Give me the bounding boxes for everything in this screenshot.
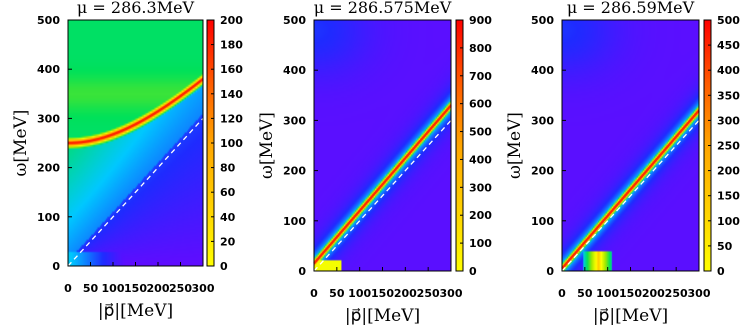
y-tick-label: 0 bbox=[298, 265, 306, 278]
colorbar-tick-label: 200 bbox=[717, 165, 740, 178]
colorbar-tick-label: 800 bbox=[469, 42, 492, 55]
colorbar-tick-label: 200 bbox=[469, 209, 492, 222]
colorbar-gradient bbox=[455, 19, 464, 272]
y-tick-label: 300 bbox=[531, 114, 554, 127]
y-axis-label: ω[MeV] bbox=[11, 110, 31, 177]
x-tick-label: 0 bbox=[64, 282, 72, 295]
colorbar-tick-label: 250 bbox=[717, 140, 740, 153]
x-tick-label: 100 bbox=[596, 287, 619, 300]
y-axis-label: ω[MeV] bbox=[257, 112, 277, 179]
colorbar-tick-label: 180 bbox=[220, 39, 243, 52]
colorbar: 0 20 40 60 80 100 120 140 160 180 200 bbox=[206, 14, 243, 273]
colorbar-tick-label: 40 bbox=[220, 211, 236, 224]
light-cone-line bbox=[67, 117, 204, 267]
y-tick-label: 0 bbox=[546, 265, 554, 278]
x-tick-label: 200 bbox=[394, 287, 417, 300]
light-cone-line bbox=[313, 119, 452, 272]
x-tick-label: 250 bbox=[169, 282, 192, 295]
colorbar-tick-label: 450 bbox=[717, 39, 740, 52]
x-tick-label: 200 bbox=[642, 287, 665, 300]
heatmap-image bbox=[314, 20, 451, 271]
colorbar-tick-label: 60 bbox=[220, 186, 236, 199]
panel-title: μ = 286.59MeV bbox=[567, 0, 695, 17]
x-tick-label: 50 bbox=[83, 282, 99, 295]
colorbar-tick-label: 400 bbox=[717, 64, 740, 77]
colorbar-tick-label: 200 bbox=[220, 14, 243, 27]
colorbar-tick-label: 350 bbox=[717, 89, 740, 102]
heatmap-image bbox=[68, 20, 203, 266]
x-tick-label: 0 bbox=[310, 287, 318, 300]
colorbar-tick-label: 500 bbox=[469, 126, 492, 139]
x-tick-label: 0 bbox=[558, 287, 566, 300]
x-tick-label: 300 bbox=[440, 287, 463, 300]
colorbar-tick-label: 20 bbox=[220, 235, 236, 248]
y-tick-label: 200 bbox=[531, 165, 554, 178]
colorbar-tick-label: 700 bbox=[469, 70, 492, 83]
colorbar-tick-label: 100 bbox=[220, 137, 243, 150]
colorbar-tick-label: 300 bbox=[469, 181, 492, 194]
colorbar-tick-label: 160 bbox=[220, 63, 243, 76]
y-tick-label: 400 bbox=[531, 64, 554, 77]
x-tick-label: 150 bbox=[619, 287, 642, 300]
x-tick-label: 250 bbox=[665, 287, 688, 300]
y-tick-label: 200 bbox=[37, 162, 60, 175]
peak-curve bbox=[67, 78, 204, 144]
y-tick-label: 500 bbox=[37, 14, 60, 27]
colorbar-tick-label: 120 bbox=[220, 112, 243, 125]
x-tick-label: 100 bbox=[348, 287, 371, 300]
y-tick-label: 500 bbox=[531, 14, 554, 27]
colorbar-tick-label: 80 bbox=[220, 162, 236, 175]
colorbar-tick-label: 140 bbox=[220, 88, 243, 101]
panel-title: μ = 286.575MeV bbox=[314, 0, 452, 17]
x-tick-label: 150 bbox=[124, 282, 147, 295]
colorbar-tick-label: 0 bbox=[717, 265, 725, 278]
colorbar-tick-label: 100 bbox=[469, 237, 492, 250]
y-tick-label: 0 bbox=[52, 260, 60, 273]
y-tick-label: 300 bbox=[37, 112, 60, 125]
y-tick-label: 400 bbox=[283, 64, 306, 77]
panel-title: μ = 286.3MeV bbox=[77, 0, 195, 17]
colorbar: 0 50 100 150 200 250 300 350 400 450 500 bbox=[703, 14, 740, 278]
colorbar-tick-label: 600 bbox=[469, 98, 492, 111]
y-tick-label: 400 bbox=[37, 63, 60, 76]
x-tick-label: 100 bbox=[102, 282, 125, 295]
colorbar-tick-label: 400 bbox=[469, 153, 492, 166]
colorbar-tick-label: 300 bbox=[717, 114, 740, 127]
colorbar-tick-label: 0 bbox=[469, 265, 477, 278]
x-tick-label: 50 bbox=[577, 287, 593, 300]
y-tick-label: 100 bbox=[37, 211, 60, 224]
y-tick-label: 300 bbox=[283, 114, 306, 127]
x-tick-label: 300 bbox=[192, 282, 215, 295]
colorbar: 0 100 200 300 400 500 600 700 800 900 bbox=[455, 14, 492, 278]
y-tick-label: 200 bbox=[283, 165, 306, 178]
colorbar-tick-label: 900 bbox=[469, 14, 492, 27]
colorbar-tick-label: 0 bbox=[220, 260, 228, 273]
x-tick-label: 250 bbox=[417, 287, 440, 300]
x-axis-label: |p⃗|[MeV] bbox=[98, 301, 173, 321]
x-tick-label: 150 bbox=[371, 287, 394, 300]
colorbar-tick-label: 500 bbox=[717, 14, 740, 27]
colorbar-tick-label: 150 bbox=[717, 190, 740, 203]
y-tick-label: 500 bbox=[283, 14, 306, 27]
y-tick-label: 100 bbox=[531, 215, 554, 228]
x-tick-label: 300 bbox=[688, 287, 711, 300]
x-tick-label: 200 bbox=[147, 282, 170, 295]
x-tick-label: 50 bbox=[329, 287, 345, 300]
y-tick-label: 100 bbox=[283, 215, 306, 228]
x-axis-label: |p⃗|[MeV] bbox=[593, 306, 668, 326]
peak-curve bbox=[313, 104, 452, 265]
x-axis-label: |p⃗|[MeV] bbox=[345, 306, 420, 326]
heatmap-image bbox=[562, 20, 699, 271]
light-cone-line bbox=[561, 119, 700, 272]
peak-curve bbox=[561, 109, 700, 270]
y-axis-label: ω[MeV] bbox=[505, 112, 525, 179]
colorbar-tick-label: 50 bbox=[717, 240, 733, 253]
colorbar-tick-label: 100 bbox=[717, 215, 740, 228]
